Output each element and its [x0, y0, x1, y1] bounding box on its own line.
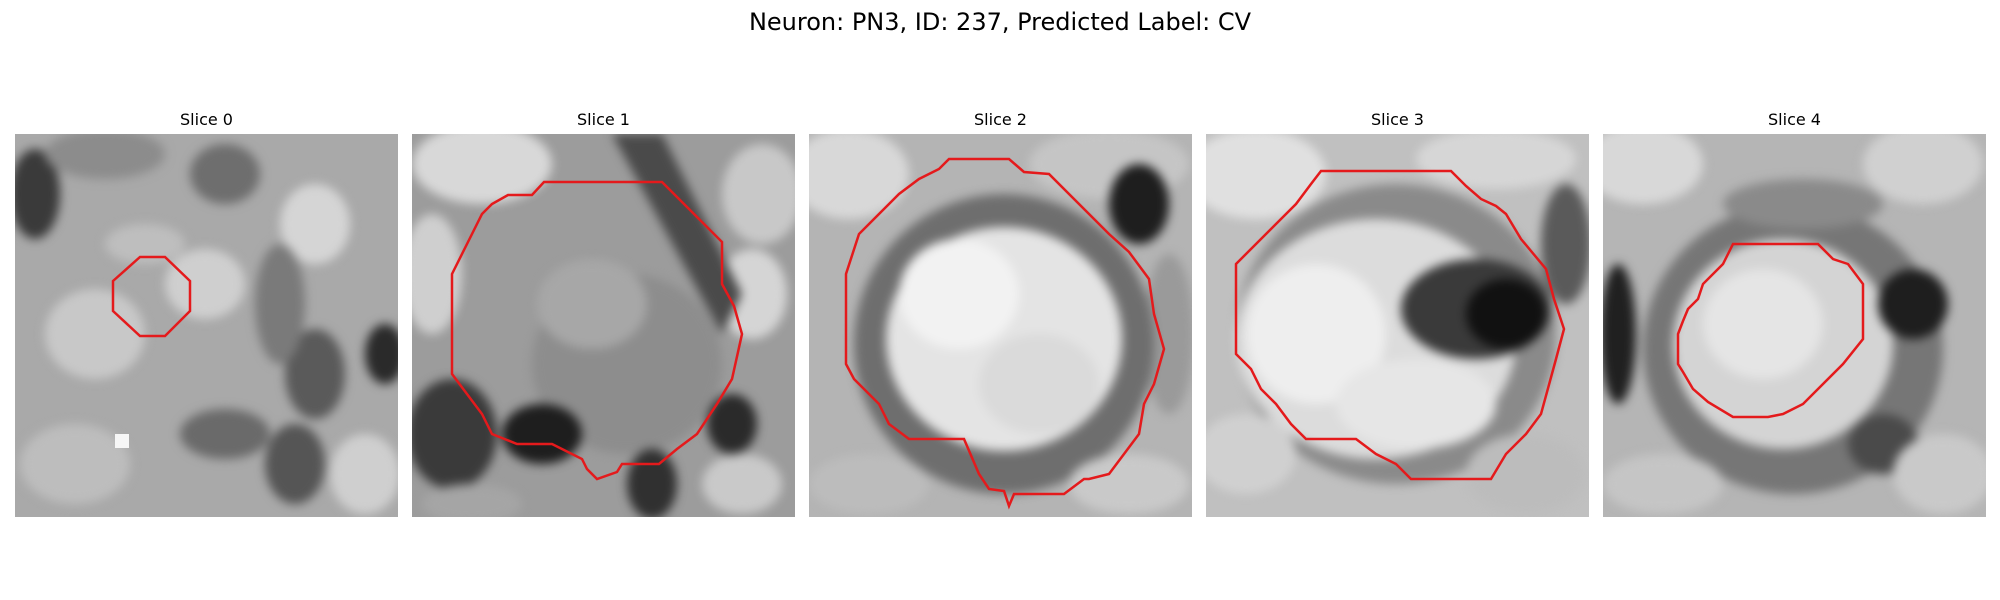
slice-4-title: Slice 4	[1768, 110, 1821, 129]
slice-3-image	[1206, 134, 1589, 517]
slice-2-title: Slice 2	[974, 110, 1027, 129]
slice-0-title: Slice 0	[180, 110, 233, 129]
slice-1-image	[412, 134, 795, 517]
slice-3-title: Slice 3	[1371, 110, 1424, 129]
figure-title: Neuron: PN3, ID: 237, Predicted Label: C…	[748, 8, 1252, 36]
slice-4-contour	[1676, 242, 1865, 419]
slice-4-image	[1603, 134, 1986, 517]
slice-2-contour	[844, 157, 1166, 510]
slice-0-contour	[111, 255, 192, 338]
slice-1-contour	[450, 180, 744, 481]
slice-2-image	[809, 134, 1192, 517]
slice-3-panel	[1206, 134, 1589, 517]
slice-3-contour	[1234, 169, 1566, 481]
slice-4-panel	[1603, 134, 1986, 517]
slice-0-image	[15, 134, 398, 517]
slice-1-title: Slice 1	[577, 110, 630, 129]
slice-2-panel	[809, 134, 1192, 517]
slice-1-panel	[412, 134, 795, 517]
slice-0-panel	[15, 134, 398, 517]
